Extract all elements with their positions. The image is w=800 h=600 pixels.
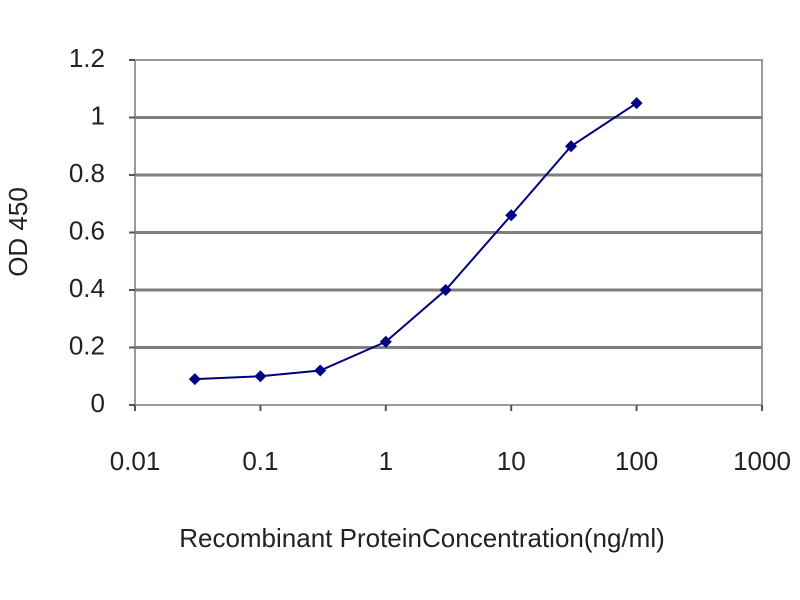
x-tick-label: 0.1 xyxy=(242,446,278,476)
x-axis-title: Recombinant ProteinConcentration(ng/ml) xyxy=(179,523,665,553)
series-line xyxy=(194,102,638,381)
y-tick-label: 1 xyxy=(91,100,105,130)
y-tick-label: 0.2 xyxy=(69,330,105,360)
data-point xyxy=(505,209,518,222)
y-tick-label: 0.6 xyxy=(69,215,105,245)
y-tick-label: 1.2 xyxy=(69,43,105,73)
y-tick-label: 0.8 xyxy=(69,158,105,188)
data-point xyxy=(630,97,643,110)
x-tick-label: 0.01 xyxy=(110,446,161,476)
data-point xyxy=(188,373,201,386)
x-tick-label: 1000 xyxy=(733,446,791,476)
data-point xyxy=(254,370,267,383)
data-point xyxy=(439,284,452,296)
y-axis-title: OD 450 xyxy=(3,187,33,277)
x-tick-label: 10 xyxy=(497,446,526,476)
data-point xyxy=(379,335,392,348)
data-point xyxy=(565,140,578,153)
data-point xyxy=(314,364,327,377)
x-tick-label: 1 xyxy=(379,446,393,476)
y-tick-label: 0.4 xyxy=(69,273,105,303)
y-tick-label: 0 xyxy=(91,388,105,418)
x-tick-label: 100 xyxy=(615,446,658,476)
